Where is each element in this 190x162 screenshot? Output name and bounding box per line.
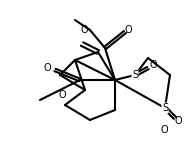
Text: O: O — [175, 116, 183, 126]
Text: O: O — [150, 60, 158, 70]
Text: O: O — [58, 90, 66, 100]
Text: O: O — [81, 25, 88, 35]
Text: S: S — [162, 103, 168, 113]
Text: S: S — [132, 70, 138, 80]
Text: O: O — [44, 63, 51, 73]
Text: O: O — [125, 25, 133, 35]
Text: O: O — [160, 125, 168, 135]
